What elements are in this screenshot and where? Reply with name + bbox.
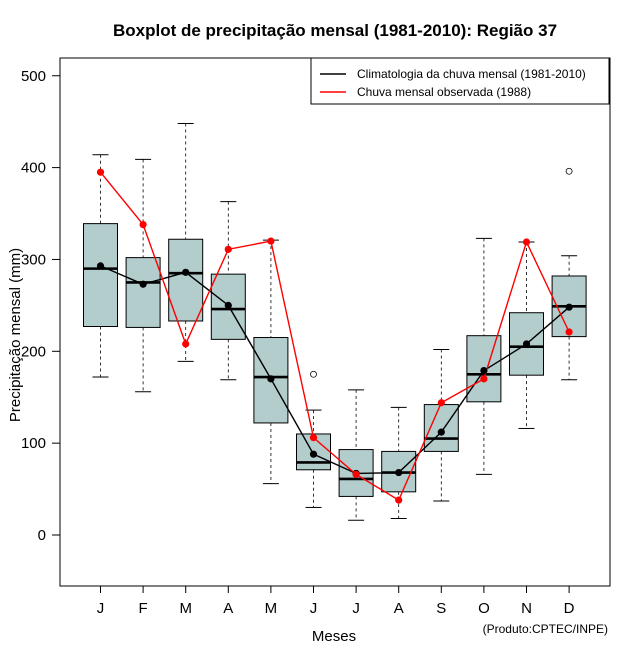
box-month-9 [466, 237, 502, 475]
series-1-point-6 [352, 470, 360, 478]
box-month-10 [509, 241, 544, 429]
legend-climatology-label: Climatologia da chuva mensal (1981-2010) [357, 67, 586, 81]
series-line-0 [100, 265, 570, 475]
series-1-point-4 [267, 237, 275, 245]
series-0-point-11 [565, 303, 573, 311]
series-1-point-11 [565, 328, 573, 336]
box-iqr [168, 238, 204, 322]
box-iqr [125, 257, 161, 328]
box-iqr [423, 404, 459, 452]
y-axis: 0 100 200 300 400 500 [21, 68, 61, 544]
box-month-8 [423, 348, 459, 502]
x-tick-label-9: O [478, 600, 490, 617]
y-tick-label-100: 100 [21, 435, 46, 452]
series-1-point-7 [395, 496, 403, 504]
series-1-point-3 [224, 245, 232, 253]
series-0-point-3 [224, 301, 232, 309]
x-tick-label-0: J [97, 600, 105, 617]
box-month-2 [168, 123, 204, 362]
series-1-point-1 [139, 220, 147, 229]
x-tick-label-3: A [223, 600, 233, 617]
y-tick-label-500: 500 [21, 68, 46, 85]
legend-box [310, 57, 610, 105]
series-1-point-5 [309, 434, 318, 442]
x-tick-label-5: J [310, 600, 318, 617]
box-month-3 [210, 201, 246, 381]
series-0-point-2 [182, 268, 190, 276]
x-tick-label-11: D [564, 600, 575, 617]
credit-text: (Produto:CPTEC/INPE) [483, 622, 608, 636]
x-tick-label-8: S [436, 600, 446, 617]
x-tick-label-4: M [265, 600, 278, 617]
outlier-point [565, 167, 573, 175]
y-tick-label-400: 400 [21, 160, 46, 177]
series-1-point-10 [522, 238, 531, 246]
series-0-point-8 [437, 428, 445, 436]
x-axis-label: Meses [312, 628, 356, 645]
chart-title: Boxplot de precipitação mensal (1981-201… [113, 21, 557, 40]
y-tick-label-0: 0 [38, 527, 46, 544]
x-tick-label-7: A [394, 600, 404, 617]
y-tick-label-300: 300 [21, 251, 46, 268]
x-tick-label-2: M [179, 600, 192, 617]
series-0-point-10 [522, 340, 531, 348]
series-1-point-9 [480, 375, 488, 383]
box-month-0 [83, 154, 118, 378]
series-0-point-5 [309, 450, 318, 458]
x-tick-label-6: J [352, 600, 360, 617]
outlier-point [310, 370, 317, 378]
x-tick-label-10: N [521, 600, 532, 617]
x-tick-label-1: F [139, 600, 148, 617]
legend-observed-label: Chuva mensal observada (1988) [357, 85, 531, 99]
series-1-point-2 [182, 340, 190, 348]
box-month-1 [125, 158, 161, 393]
box-month-11 [551, 167, 587, 381]
series-1-point-0 [96, 168, 105, 176]
box-month-4 [253, 239, 289, 485]
box-month-6 [338, 389, 374, 521]
series-0-point-1 [139, 280, 147, 288]
series-line-1 [99, 171, 570, 502]
y-tick-label-200: 200 [21, 343, 46, 360]
series-lines-group [96, 168, 573, 504]
series-0-point-4 [267, 375, 275, 383]
series-0-point-7 [395, 468, 403, 477]
y-axis-label: Precipitação mensal (mm) [7, 248, 24, 422]
legend: Climatologia da chuva mensal (1981-2010)… [310, 57, 610, 105]
series-1-point-8 [437, 399, 445, 407]
box-iqr [83, 223, 118, 328]
series-0-point-0 [96, 262, 105, 270]
series-0-point-9 [480, 366, 488, 375]
boxes-group [83, 123, 587, 521]
